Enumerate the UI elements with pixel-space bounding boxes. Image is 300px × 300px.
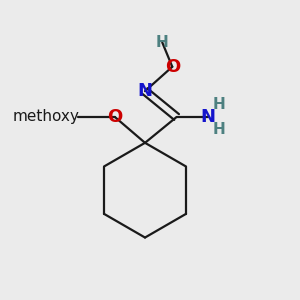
Text: H: H <box>213 97 225 112</box>
Text: H: H <box>156 35 169 50</box>
Text: methoxy: methoxy <box>12 110 79 124</box>
Text: N: N <box>137 82 152 100</box>
Text: O: O <box>165 58 180 76</box>
Text: O: O <box>107 108 122 126</box>
Text: N: N <box>201 108 216 126</box>
Text: H: H <box>213 122 225 137</box>
